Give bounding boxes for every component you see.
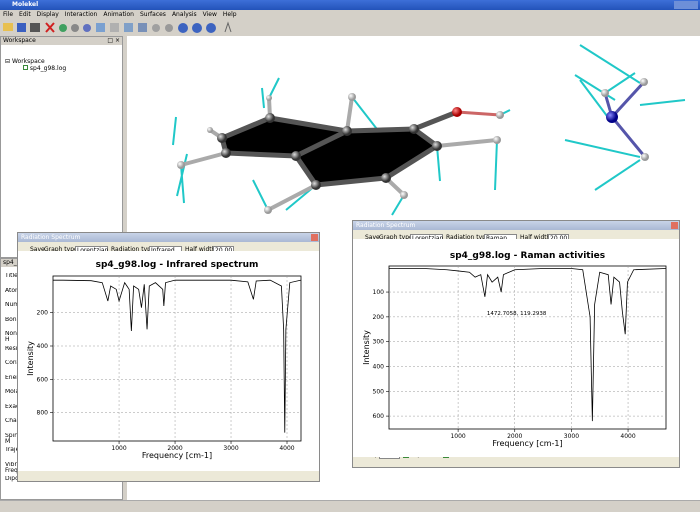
window-title: Radiation Spectrum — [356, 222, 416, 229]
spectrum-line — [389, 268, 667, 422]
spectrum-line — [53, 279, 302, 433]
spectrum-window: Radiation Spectrum Save Graph type: Lorentz… — [17, 232, 320, 482]
x-tick-label: 2000 — [507, 433, 522, 440]
y-tick-label: 300 — [373, 339, 385, 346]
y-tick-label: 600 — [37, 376, 49, 383]
property-label: Charg — [5, 418, 23, 424]
y-axis-label: Intensity — [26, 341, 35, 376]
annotation: 1472.7058, 119.2938 — [487, 311, 547, 317]
x-tick-label: 3000 — [223, 445, 238, 452]
label: Radiation type: — [446, 234, 492, 241]
workspace-panel: Workspace □ × ⊟ Workspace sp4_g98.log — [0, 36, 123, 258]
toolbar — [3, 21, 232, 33]
menu-item[interactable]: Animation — [103, 11, 134, 18]
menu-item[interactable]: Help — [222, 11, 237, 18]
tree-root[interactable]: ⊟ Workspace — [5, 58, 45, 65]
bonds — [179, 80, 647, 212]
label: Radiation type: — [111, 246, 157, 253]
panel-buttons[interactable]: □ × — [107, 37, 120, 44]
window-title-bar: Radiation Spectrum — [18, 233, 319, 242]
y-tick-label: 600 — [373, 413, 385, 420]
menu-item[interactable]: Analysis — [171, 11, 197, 18]
chart-title: sp4_g98.log - Raman activities — [450, 251, 605, 261]
title-bar: Molekel — [0, 0, 700, 10]
label: Graph type: — [379, 234, 415, 241]
y-tick-label: 800 — [37, 410, 49, 417]
window-buttons[interactable] — [674, 1, 698, 9]
menu-item[interactable]: Interaction — [64, 11, 98, 18]
label: Half width: — [185, 246, 218, 253]
x-tick-label: 1000 — [450, 433, 465, 440]
window-title: Radiation Spectrum — [21, 234, 81, 241]
x-axis-label: Frequency [cm-1] — [492, 439, 562, 448]
y-tick-label: 400 — [373, 363, 385, 370]
status-bar — [0, 500, 700, 512]
property-label: Vibrat Freque — [5, 461, 23, 474]
property-label: Exact — [5, 403, 22, 410]
y-tick-label: 400 — [37, 343, 49, 350]
menu-item[interactable]: Edit — [19, 11, 31, 18]
property-label: Dipole — [5, 476, 23, 482]
x-tick-label: 2000 — [167, 445, 182, 452]
spectrum-chart: sp4_g98.log - Raman activities 100 200 300 4… — [353, 239, 679, 457]
label: Graph type: — [44, 246, 80, 253]
spectrum-window: Radiation Spectrum Save Graph type: Lorentz… — [352, 220, 680, 468]
menu-item[interactable]: Surfaces — [139, 11, 166, 18]
window-title-bar: Radiation Spectrum — [353, 221, 679, 230]
app-title: Molekel — [12, 1, 39, 8]
property-label: Bonds — [5, 316, 23, 323]
property-label: Title — [5, 273, 18, 279]
property-label: Trajec — [5, 447, 23, 453]
property-label: Atoms — [5, 287, 23, 294]
menu-item[interactable]: File — [3, 11, 14, 18]
save-button[interactable]: Save — [365, 234, 380, 241]
panel-title: Workspace — [3, 37, 36, 44]
x-tick-label: 4000 — [279, 445, 294, 452]
y-tick-label: 200 — [37, 310, 49, 317]
plot-frame — [388, 265, 667, 430]
label: Half width: — [520, 234, 553, 241]
menu-item[interactable]: View — [202, 11, 217, 18]
x-tick-label: 4000 — [620, 433, 635, 440]
menu-bar: File Edit Display Interaction Animation Surfa… — [0, 10, 700, 20]
panel-title: sp4_g9 — [3, 259, 25, 266]
save-button[interactable]: Save — [30, 246, 45, 253]
chart-title: sp4_g98.log - Infrared spectrum — [96, 260, 259, 270]
plot-frame — [52, 275, 302, 442]
tree-item[interactable]: sp4_g98.log — [23, 65, 66, 72]
property-label: Energ — [5, 374, 23, 381]
y-axis-label: Intensity — [362, 330, 371, 365]
panel-header: Workspace □ × — [1, 37, 122, 45]
x-axis-label: Frequency [cm-1] — [142, 451, 212, 460]
property-label: Non-H — [5, 331, 20, 343]
x-tick-label: 1000 — [111, 445, 126, 452]
tree-label: Workspace — [11, 58, 45, 65]
toolbar-icons[interactable] — [3, 21, 232, 33]
property-label: Spin-M — [5, 432, 21, 445]
spectrum-chart: sp4_g98.log - Infrared spectrum 200 400 600… — [18, 251, 319, 471]
atoms — [177, 78, 649, 214]
close-button[interactable] — [671, 222, 678, 229]
property-label: Confo — [5, 360, 23, 366]
y-tick-label: 200 — [373, 314, 385, 321]
y-tick-label: 100 — [373, 289, 385, 296]
close-button[interactable] — [311, 234, 318, 241]
property-label: Molar — [5, 389, 22, 395]
menu-item[interactable]: Display — [36, 11, 59, 18]
property-label: Resid — [5, 345, 22, 352]
vibration-vectors — [172, 44, 686, 216]
property-label: Numbe — [5, 302, 23, 308]
tree-label: sp4_g98.log — [29, 65, 67, 72]
y-tick-label: 500 — [373, 388, 385, 395]
x-tick-label: 3000 — [564, 433, 579, 440]
